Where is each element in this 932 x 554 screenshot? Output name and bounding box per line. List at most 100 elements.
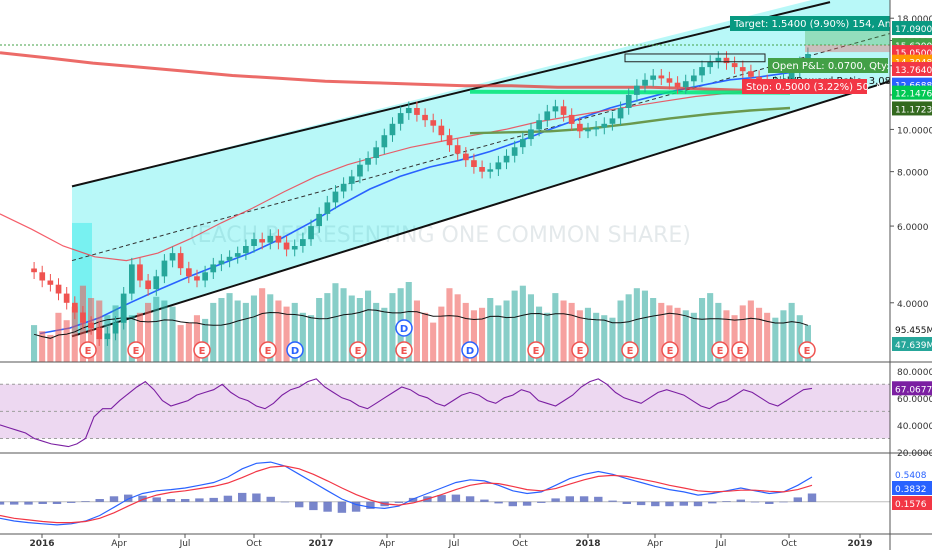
candle-body [243, 246, 249, 254]
macd-histogram-bar [807, 493, 817, 502]
position-tool[interactable]: Target: 1.5400 (9.90%) 154, Am Open P&L: … [624, 16, 899, 94]
volume-bar [487, 298, 494, 362]
macd-histogram-bar [494, 501, 503, 504]
volume-bar [682, 310, 689, 362]
candle-body [536, 120, 542, 130]
stop-label-bg [742, 79, 867, 94]
volume-bar [299, 312, 306, 362]
macd-histogram-bar [24, 501, 33, 505]
candle-body [715, 57, 722, 62]
macd-histogram-bar [708, 501, 717, 504]
rsi-tick-label: 40.0000 [897, 422, 932, 432]
candle-body [332, 191, 339, 203]
macd-histogram-bar [636, 501, 646, 506]
volume-bar [218, 298, 225, 362]
candle-body [348, 176, 355, 184]
volume-bar [527, 294, 534, 362]
event-marker-label: D [466, 346, 474, 357]
volume-bar [462, 302, 469, 362]
macd-histogram-bar [52, 501, 62, 504]
candle-body [186, 268, 192, 277]
event-marker-label: E [355, 346, 362, 357]
volume-bar [438, 306, 445, 362]
candle-body [31, 268, 37, 273]
channel-upper-line [71, 1, 831, 188]
candle-body [748, 71, 754, 77]
candle-body [495, 162, 502, 170]
volume-bar [617, 300, 624, 362]
volume-axis-badge-bg [892, 337, 932, 351]
candle-body [422, 114, 428, 121]
candle-body [731, 63, 738, 68]
volume-bar [739, 305, 746, 362]
candle-body [169, 253, 176, 261]
candle-body [63, 293, 70, 303]
volume-bar [747, 300, 754, 362]
candle-body [723, 57, 730, 64]
candle-body [642, 79, 648, 86]
time-axis[interactable]: 2016 Apr Jul Oct 2017 Apr Jul Oct 2018 Apr Jul Oct 2… [29, 534, 873, 549]
time-tick-label: 2018 [575, 539, 600, 549]
volume-bar [324, 293, 331, 362]
macd-histogram-bar [323, 501, 332, 512]
range-box [624, 53, 766, 63]
volume-bar [796, 315, 803, 362]
candle-body [511, 147, 518, 156]
event-marker-label: E [533, 346, 540, 357]
volume-bar [519, 285, 526, 362]
volume-bar [283, 306, 290, 362]
volume-bar [560, 300, 567, 362]
macd-histogram-bar [166, 499, 176, 502]
candle-body [487, 169, 494, 172]
time-tick-label: 2019 [847, 539, 872, 549]
open-pnl-label-bg [768, 58, 888, 73]
price-badge-bg [892, 61, 932, 76]
candle-body [72, 302, 78, 313]
volume-bar [446, 288, 453, 362]
candle-body [454, 145, 461, 154]
rsi-pane[interactable] [0, 378, 890, 448]
candle-body [129, 264, 135, 294]
candle-body [463, 153, 469, 161]
candle-body [226, 256, 233, 261]
volume-bar [234, 300, 241, 362]
macd-pane[interactable] [0, 461, 890, 526]
volume-bar [544, 312, 551, 362]
price-tick-label: 4.0000 [897, 300, 929, 310]
price-badge: 17.0900 [895, 25, 932, 35]
volume-bar [348, 295, 355, 362]
volume-bar [259, 288, 266, 362]
earnings-marker [731, 341, 749, 359]
earnings-marker [711, 341, 729, 359]
open-pnl-label: Open P&L: 0.0700, Qty: 5 [772, 61, 899, 72]
volume-bar [373, 302, 380, 362]
volume-bar [340, 288, 347, 362]
macd-histogram-bar [622, 501, 631, 504]
candle-body [405, 108, 412, 114]
macd-histogram-bar [195, 498, 204, 502]
candle-body [788, 71, 795, 80]
event-markers[interactable]: E E E E D E E D E EDE E E E E [79, 319, 816, 359]
candle-body [691, 75, 697, 82]
volume-bar [495, 305, 502, 362]
volume-bar [536, 306, 543, 362]
macd-badge-bg [892, 481, 932, 495]
price-badge: 12.1476 [895, 90, 932, 100]
candle-body [658, 75, 665, 79]
volume-ma-line [33, 309, 809, 339]
macd-histogram-bar [765, 501, 774, 504]
volume-bar [177, 325, 184, 362]
macd-histogram-bar [793, 497, 802, 502]
volume-bar [756, 307, 763, 362]
candle-body [80, 312, 86, 323]
dividend-marker [461, 341, 479, 359]
volume-bar [511, 290, 518, 362]
macd-histogram-bar [366, 501, 375, 509]
candle-body [373, 147, 379, 158]
candle-body [357, 164, 363, 177]
earnings-marker [527, 341, 545, 359]
macd-histogram-bar [124, 494, 133, 502]
